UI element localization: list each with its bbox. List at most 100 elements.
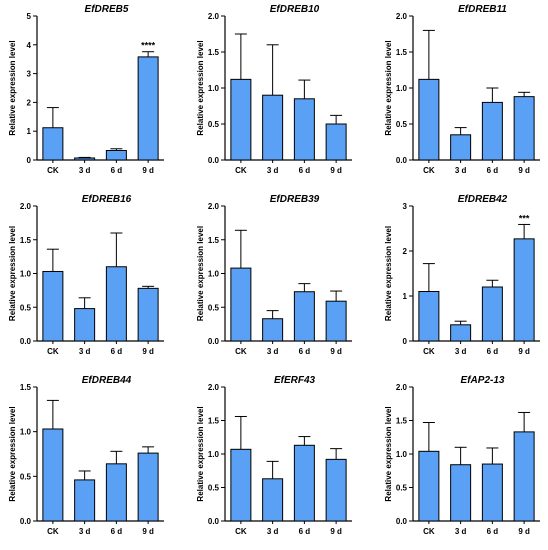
- bar-3d: [74, 157, 96, 161]
- y-tick-label: 0: [403, 337, 408, 346]
- y-tick-label: 0: [27, 156, 32, 165]
- bar-ck: [418, 78, 440, 161]
- x-tick-label: CK: [47, 347, 59, 356]
- bar-6d: [481, 286, 503, 342]
- chart-panel-eferf43: EfERF43 Relative expression level 0.0 0.5 1.…: [196, 375, 352, 536]
- x-tick-label: 9 d: [142, 347, 154, 356]
- x-tick-label: 6 d: [111, 166, 123, 175]
- x-tick-label: CK: [423, 347, 435, 356]
- x-tick-label: 6 d: [299, 527, 311, 536]
- y-tick-label: 0.0: [208, 156, 220, 165]
- x-tick-label: 3 d: [79, 527, 91, 536]
- bar-9d: [325, 458, 347, 522]
- bar-6d: [293, 444, 315, 522]
- y-tick-label: 0.0: [208, 337, 220, 346]
- x-tick-label: 6 d: [487, 166, 499, 175]
- y-tick-label: 1.0: [208, 84, 220, 93]
- x-tick-label: 9 d: [142, 166, 154, 175]
- y-tick-label: 2: [403, 247, 408, 256]
- x-tick-label: 9 d: [330, 527, 342, 536]
- bar-9d: [325, 300, 347, 342]
- x-tick-label: 3 d: [455, 166, 467, 175]
- y-tick-label: 0.5: [208, 303, 220, 312]
- x-tick-label: 3 d: [79, 166, 91, 175]
- bar-3d: [262, 478, 284, 522]
- bar-9d: [325, 123, 347, 161]
- bar-ck: [418, 291, 440, 342]
- y-tick-label: 1.0: [20, 270, 32, 279]
- bar-6d: [105, 266, 127, 342]
- y-axis-label: Relative expression level: [384, 406, 393, 501]
- chart-title: EfAP2-13: [461, 375, 505, 386]
- y-tick-label: 0.5: [20, 472, 32, 481]
- bar-6d: [293, 98, 315, 161]
- x-tick-label: 3 d: [455, 527, 467, 536]
- y-tick-label: 1.0: [396, 450, 408, 459]
- bar-ck: [230, 448, 252, 522]
- x-tick-label: 6 d: [299, 347, 311, 356]
- y-tick-label: 1.5: [20, 236, 32, 245]
- bar-3d: [262, 318, 284, 342]
- x-tick-label: 3 d: [455, 347, 467, 356]
- chart-panel-efdreb5: EfDREB5 Relative expression level 0 1 2 3 4 5 CK…: [8, 4, 164, 175]
- y-tick-label: 3: [403, 202, 408, 211]
- chart-title: EfDREB11: [458, 4, 507, 15]
- y-tick-label: 0.0: [396, 517, 408, 526]
- y-tick-label: 0.0: [20, 337, 32, 346]
- bar-3d: [74, 308, 96, 342]
- bar-6d: [481, 101, 503, 161]
- y-axis-label: Relative expression level: [8, 40, 17, 135]
- y-tick-label: 2.0: [208, 12, 220, 21]
- x-tick-label: 9 d: [330, 166, 342, 175]
- bar-6d: [481, 463, 503, 522]
- chart-title: EfERF43: [274, 375, 316, 386]
- chart-title: EfDREB42: [458, 194, 508, 205]
- y-tick-label: 0.5: [396, 120, 408, 129]
- chart-panel-efdreb44: EfDREB44 Relative expression level 0.0 0.5 1…: [8, 375, 164, 536]
- bar-3d: [450, 134, 472, 161]
- x-tick-label: 6 d: [111, 347, 123, 356]
- y-axis-label: Relative expression level: [196, 406, 205, 501]
- x-tick-label: 3 d: [267, 166, 279, 175]
- y-tick-label: 1: [27, 127, 32, 136]
- bar-6d: [293, 291, 315, 342]
- chart-panel-efdreb16: EfDREB16 Relative expression level 0.0 0.5 1…: [8, 194, 164, 356]
- bar-ck: [42, 127, 64, 161]
- y-tick-label: 1: [403, 292, 408, 301]
- y-tick-label: 5: [27, 12, 32, 21]
- y-tick-label: 0.0: [396, 156, 408, 165]
- y-tick-label: 0.0: [208, 517, 220, 526]
- chart-title: EfDREB5: [85, 4, 129, 15]
- x-tick-label: 3 d: [79, 347, 91, 356]
- chart-panel-efap2-13: EfAP2-13 Relative expression level 0.0 0.5 1…: [384, 375, 540, 536]
- bar-3d: [74, 479, 96, 522]
- bar-9d: [137, 452, 159, 522]
- y-tick-label: 4: [27, 41, 32, 50]
- x-tick-label: 9 d: [518, 347, 530, 356]
- y-axis-label: Relative expression level: [8, 226, 17, 321]
- y-tick-label: 0.0: [20, 517, 32, 526]
- y-tick-label: 2: [27, 98, 32, 107]
- y-axis-label: Relative expression level: [196, 40, 205, 135]
- x-tick-label: 6 d: [299, 166, 311, 175]
- x-tick-label: CK: [235, 347, 247, 356]
- y-tick-label: 2.0: [208, 383, 220, 392]
- bar-9d: [513, 431, 535, 522]
- x-tick-label: CK: [423, 527, 435, 536]
- y-tick-label: 2.0: [208, 202, 220, 211]
- x-tick-label: CK: [47, 527, 59, 536]
- chart-panel-efdreb39: EfDREB39 Relative expression level 0.0 0.5 1…: [196, 194, 352, 356]
- chart-title: EfDREB39: [270, 194, 320, 205]
- y-tick-label: 0.5: [20, 303, 32, 312]
- x-tick-label: 9 d: [330, 347, 342, 356]
- chart-panel-efdreb42: EfDREB42 Relative expression level 0 1 2 3 CK 3…: [384, 194, 540, 356]
- x-tick-label: 9 d: [518, 527, 530, 536]
- y-tick-label: 0.5: [208, 484, 220, 493]
- y-tick-label: 1.5: [396, 417, 408, 426]
- bar-ck: [230, 267, 252, 342]
- x-tick-label: 9 d: [518, 166, 530, 175]
- y-tick-label: 1.5: [20, 383, 32, 392]
- y-tick-label: 1.0: [208, 450, 220, 459]
- y-tick-label: 1.5: [208, 236, 220, 245]
